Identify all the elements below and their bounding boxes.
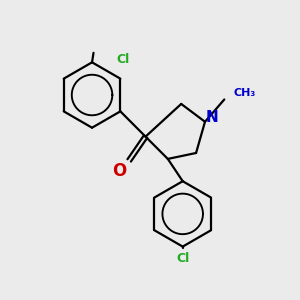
Text: Cl: Cl	[176, 252, 189, 265]
Text: O: O	[112, 162, 126, 180]
Text: N: N	[206, 110, 219, 125]
Text: CH₃: CH₃	[234, 88, 256, 98]
Text: Cl: Cl	[117, 53, 130, 66]
